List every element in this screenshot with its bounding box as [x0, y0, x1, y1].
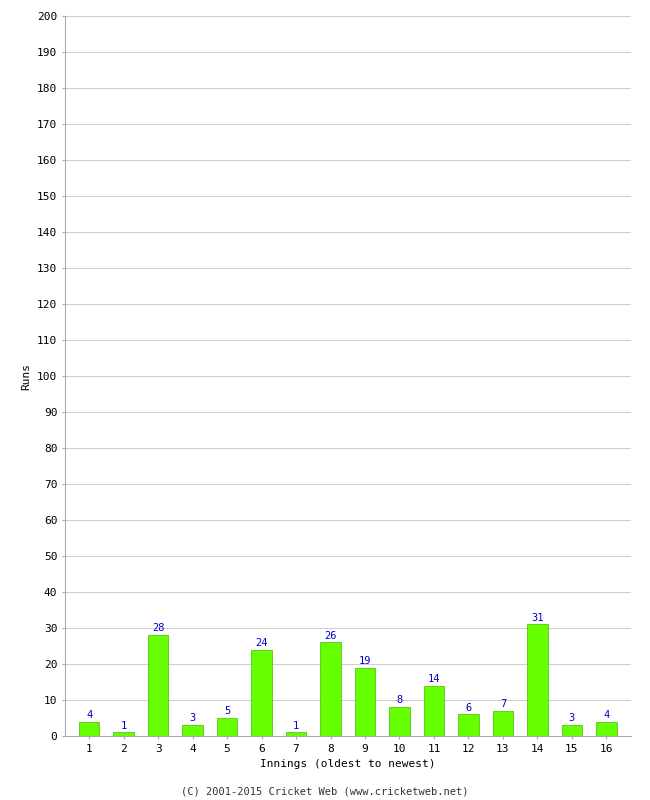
Text: (C) 2001-2015 Cricket Web (www.cricketweb.net): (C) 2001-2015 Cricket Web (www.cricketwe… [181, 786, 469, 796]
Bar [562, 725, 582, 736]
Bar [389, 707, 410, 736]
Text: 1: 1 [120, 721, 127, 730]
Text: 4: 4 [603, 710, 610, 720]
Bar [113, 733, 134, 736]
Text: 8: 8 [396, 695, 402, 706]
Text: 4: 4 [86, 710, 92, 720]
Bar [148, 635, 168, 736]
Text: 3: 3 [189, 714, 196, 723]
Bar [182, 725, 203, 736]
Text: 26: 26 [324, 630, 337, 641]
Text: 1: 1 [293, 721, 299, 730]
Text: 6: 6 [465, 702, 471, 713]
Bar [286, 733, 306, 736]
X-axis label: Innings (oldest to newest): Innings (oldest to newest) [260, 759, 436, 769]
Bar [355, 667, 375, 736]
Bar [527, 624, 548, 736]
Text: 14: 14 [428, 674, 440, 684]
Bar [216, 718, 237, 736]
Bar [424, 686, 445, 736]
Text: 19: 19 [359, 656, 371, 666]
Text: 31: 31 [531, 613, 543, 622]
Text: 3: 3 [569, 714, 575, 723]
Bar [493, 710, 514, 736]
Y-axis label: Runs: Runs [21, 362, 32, 390]
Bar [458, 714, 479, 736]
Text: 24: 24 [255, 638, 268, 648]
Bar [251, 650, 272, 736]
Bar [596, 722, 617, 736]
Bar [79, 722, 99, 736]
Text: 7: 7 [500, 699, 506, 709]
Text: 28: 28 [152, 623, 164, 634]
Bar [320, 642, 341, 736]
Text: 5: 5 [224, 706, 230, 716]
